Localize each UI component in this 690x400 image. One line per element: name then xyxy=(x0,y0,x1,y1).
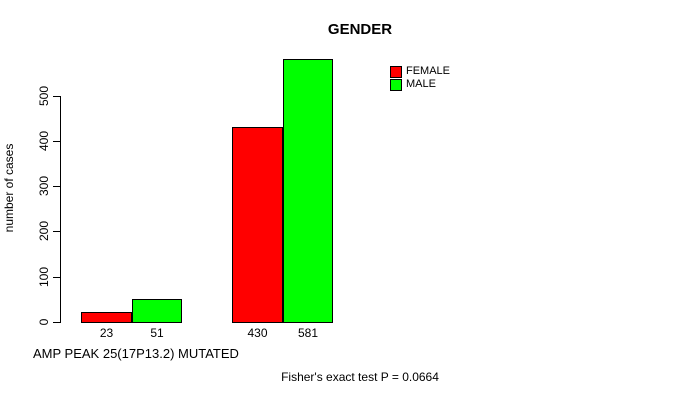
bar-value-label: 23 xyxy=(99,326,114,340)
bar-female-group1 xyxy=(81,312,132,323)
y-tick-mark xyxy=(53,322,60,323)
legend-swatch-female xyxy=(390,65,402,78)
y-tick-mark xyxy=(53,231,60,232)
legend-swatch-male xyxy=(390,78,402,91)
y-tick-mark xyxy=(53,186,60,187)
y-tick-mark xyxy=(53,277,60,278)
y-tick-label: 100 xyxy=(37,266,51,288)
y-axis-title: number of cases xyxy=(2,143,16,233)
chart-title: GENDER xyxy=(327,21,393,38)
y-tick-mark xyxy=(53,141,60,142)
x-axis-group-label: AMP PEAK 25(17P13.2) MUTATED xyxy=(33,346,239,361)
legend-item-male: MALE xyxy=(390,78,450,91)
legend-label: FEMALE xyxy=(406,65,451,77)
bar-female-group2 xyxy=(232,127,283,323)
y-tick-label: 300 xyxy=(37,175,51,197)
bar-value-label: 430 xyxy=(247,326,268,340)
fisher-test-annotation: Fisher's exact test P = 0.0664 xyxy=(281,370,439,384)
bar-value-label: 581 xyxy=(297,326,319,340)
y-axis-line xyxy=(60,96,61,323)
y-tick-label: 500 xyxy=(37,85,51,107)
bar-male-group1 xyxy=(132,299,182,323)
y-tick-label: 400 xyxy=(37,130,51,152)
legend: FEMALE MALE xyxy=(390,65,450,91)
y-tick-label: 0 xyxy=(37,318,51,326)
bar-male-group2 xyxy=(283,59,333,323)
legend-label: MALE xyxy=(406,78,436,90)
y-tick-label: 200 xyxy=(37,220,51,242)
y-tick-mark xyxy=(53,96,60,97)
bar-value-label: 51 xyxy=(150,326,164,340)
legend-item-female: FEMALE xyxy=(390,65,450,78)
